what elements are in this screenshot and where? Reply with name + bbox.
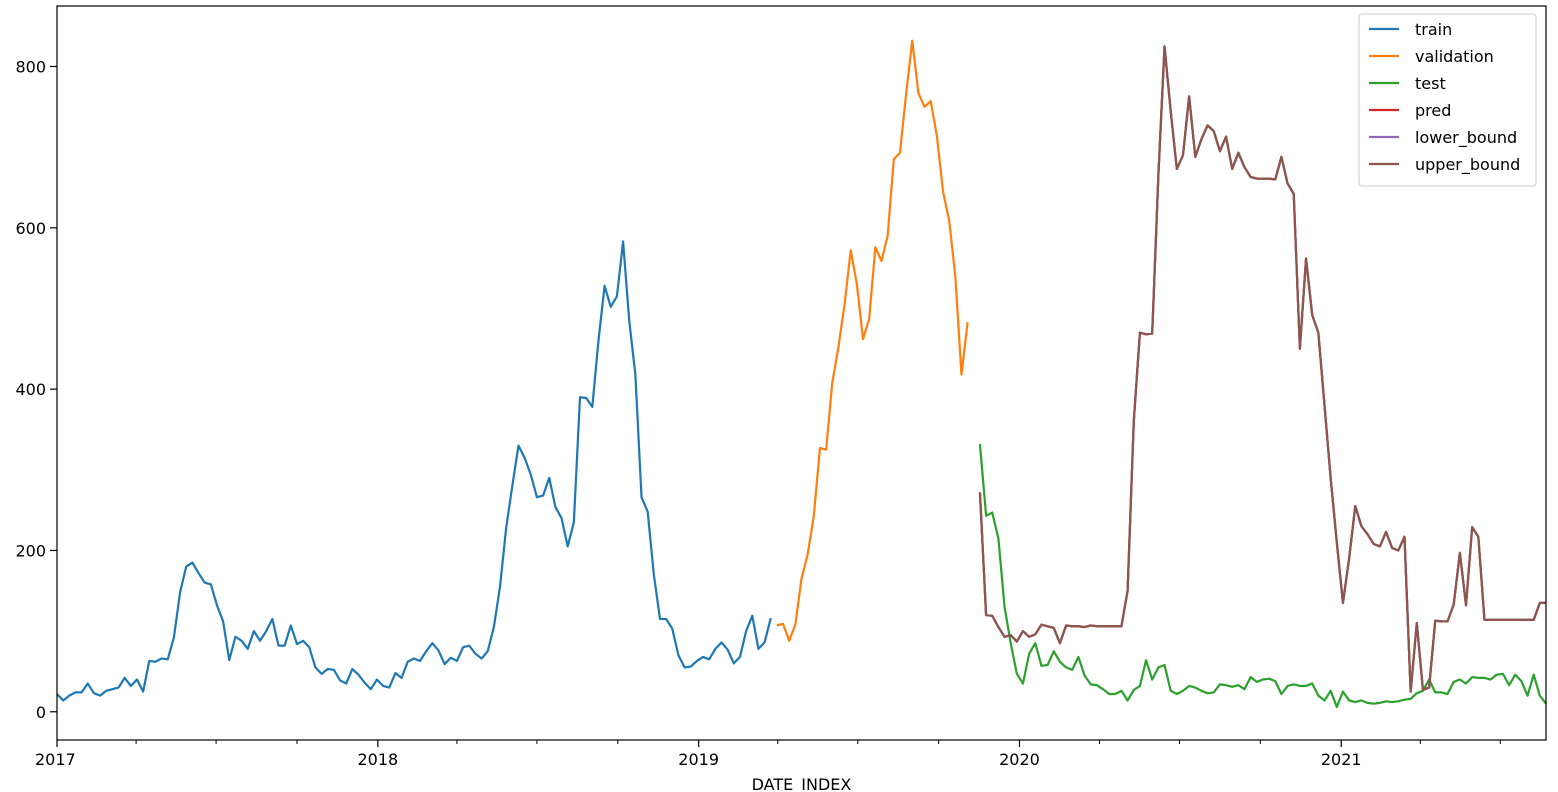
y-tick-label: 600 bbox=[15, 219, 46, 238]
legend-label-lower_bound: lower_bound bbox=[1415, 128, 1517, 148]
y-tick-label: 0 bbox=[36, 703, 46, 722]
series-line-test bbox=[978, 443, 1546, 709]
x-axis-title: DATE_INDEX bbox=[752, 775, 852, 792]
legend-label-pred: pred bbox=[1415, 101, 1451, 120]
legend-label-validation: validation bbox=[1415, 47, 1494, 66]
y-tick-label: 400 bbox=[15, 380, 46, 399]
y-axis: 0 200 400 600 800 bbox=[15, 57, 57, 722]
legend-label-upper_bound: upper_bound bbox=[1415, 155, 1520, 175]
series-line-train bbox=[57, 240, 772, 702]
series-line-validation bbox=[776, 39, 969, 642]
y-tick-label: 800 bbox=[15, 57, 46, 76]
x-tick-label: 2020 bbox=[999, 750, 1040, 769]
series-line-upper_bound bbox=[978, 45, 1546, 693]
plot-frame bbox=[56, 5, 1547, 741]
legend-box bbox=[1358, 13, 1537, 187]
plot-lines bbox=[57, 39, 1546, 709]
x-tick-label: 2017 bbox=[35, 750, 76, 769]
legend-label-train: train bbox=[1415, 20, 1452, 39]
legend-label-test: test bbox=[1415, 74, 1446, 93]
legend: train validation test pred lower_bound upper_… bbox=[1358, 13, 1537, 187]
x-tick-label: 2019 bbox=[678, 750, 719, 769]
x-axis: 2017 2018 2019 2020 2021 bbox=[35, 740, 1501, 769]
y-tick-label: 200 bbox=[15, 541, 46, 560]
x-tick-label: 2021 bbox=[1321, 750, 1362, 769]
x-tick-label: 2018 bbox=[357, 750, 398, 769]
